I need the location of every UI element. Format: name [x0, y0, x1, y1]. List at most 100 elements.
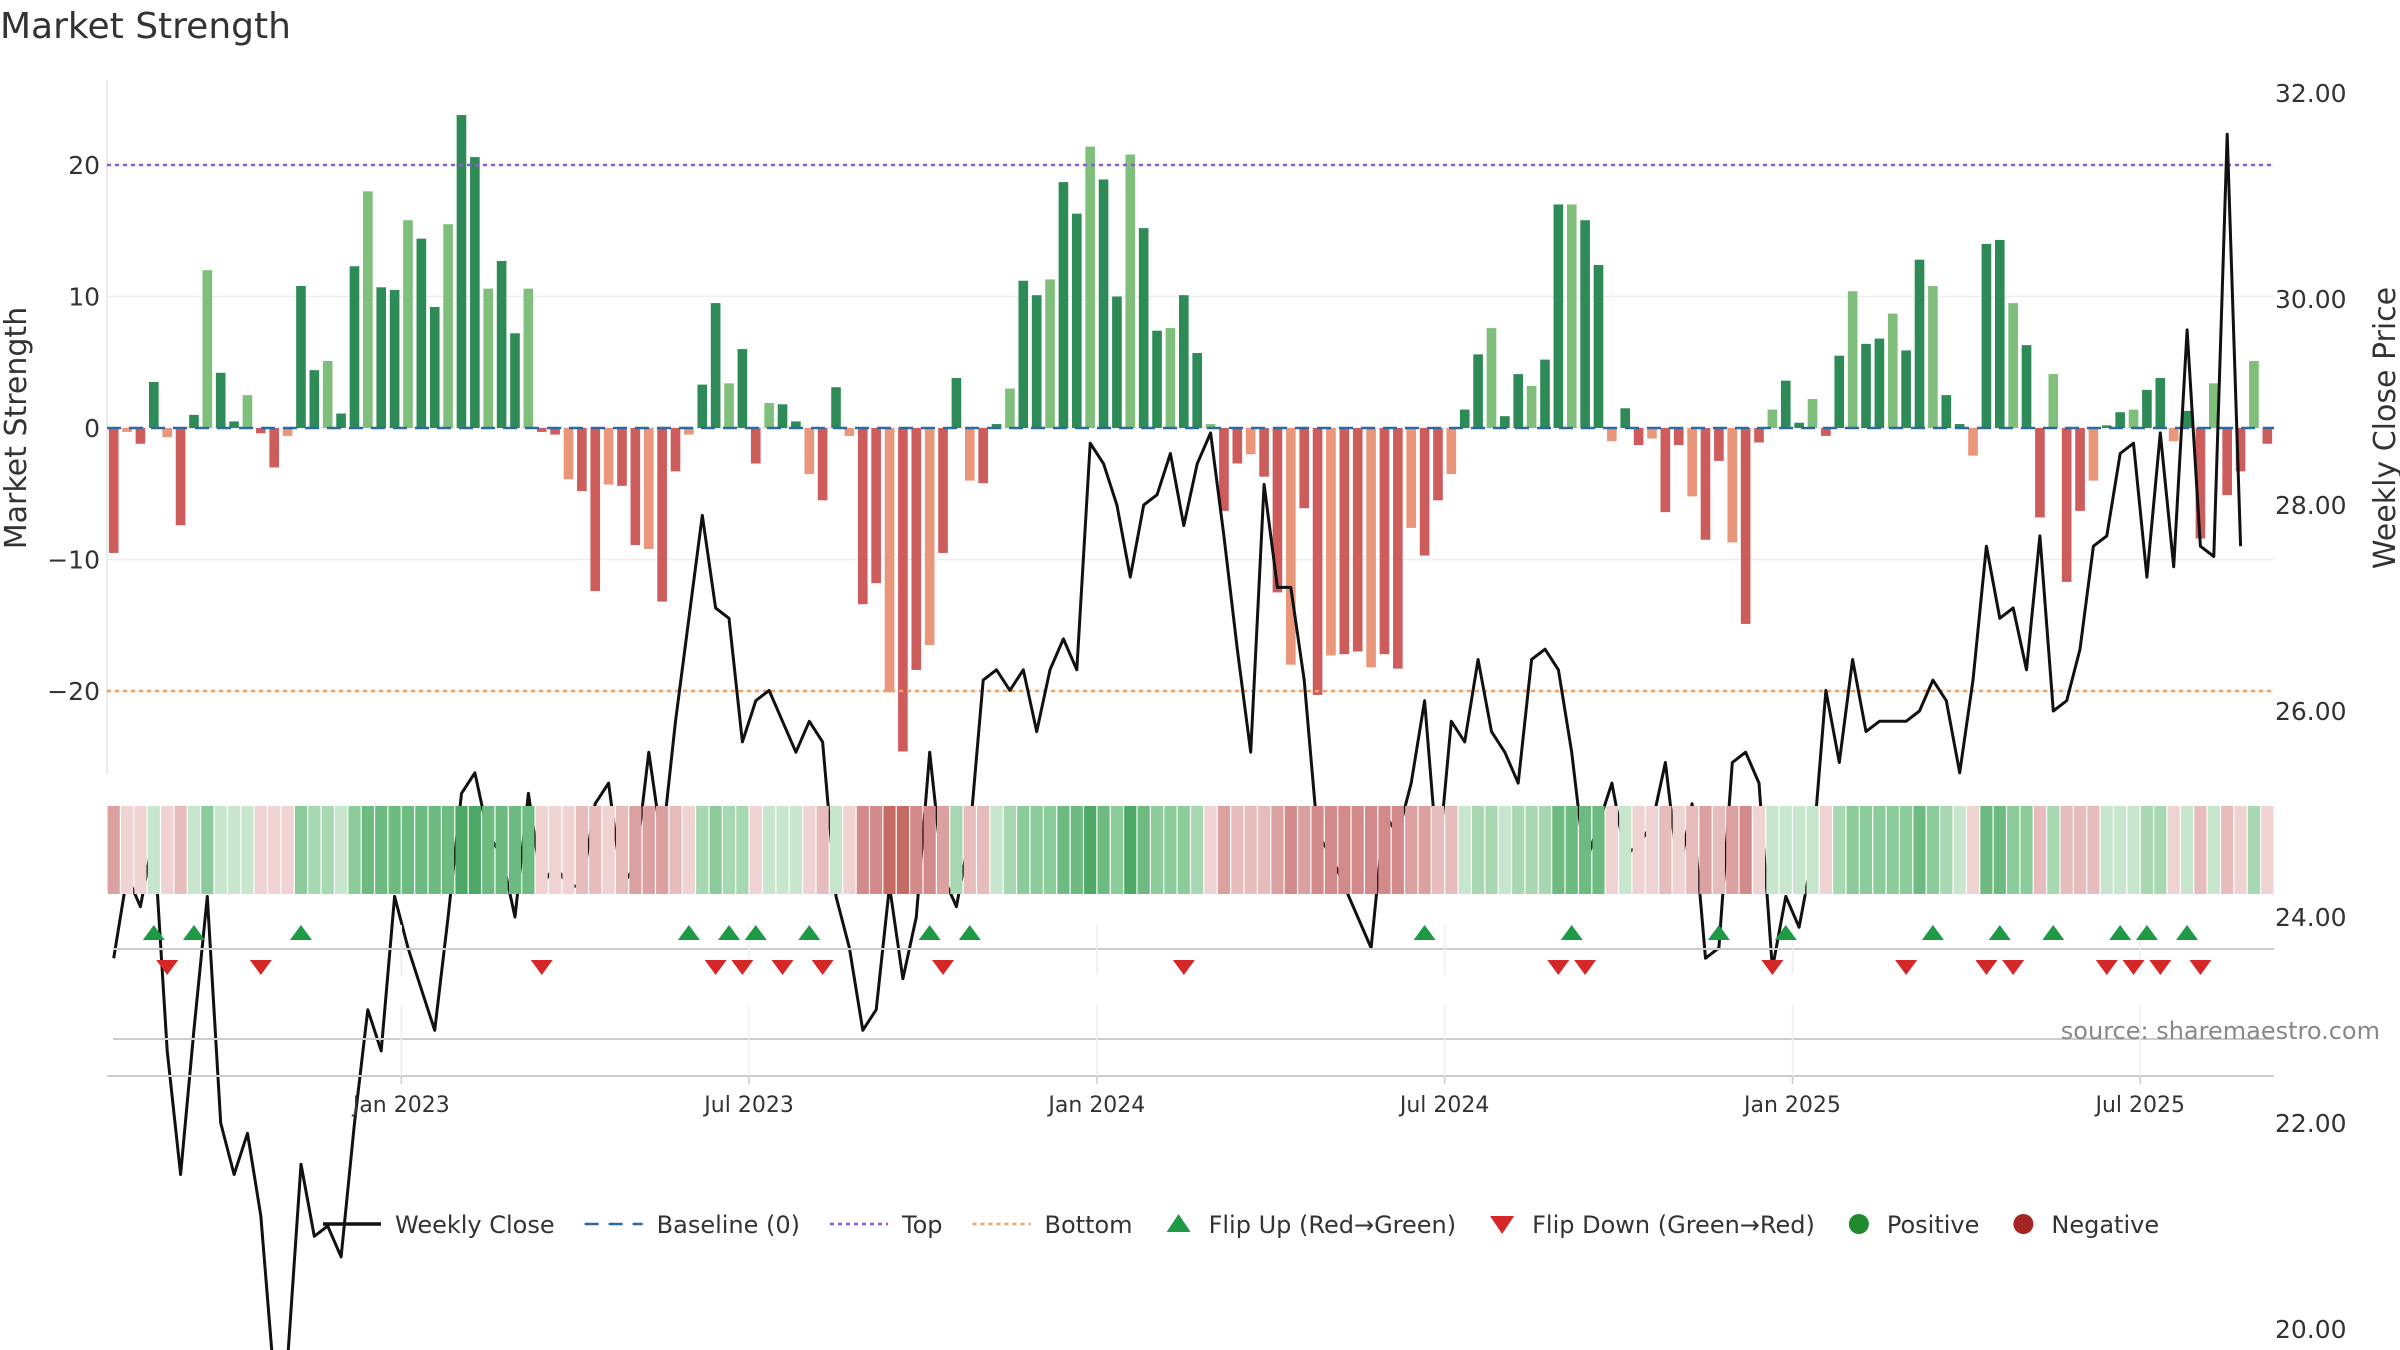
strength-bar: [108, 428, 119, 553]
heat-cell: [1900, 806, 1913, 894]
strength-bar: [737, 349, 748, 428]
heat-cell: [1859, 806, 1873, 894]
heat-cell: [1512, 806, 1525, 894]
strength-bar: [1486, 328, 1497, 428]
strength-bar: [2249, 360, 2259, 428]
strength-bar: [1807, 399, 1818, 428]
strength-bar: [536, 428, 547, 432]
strength-bar: [1473, 354, 1483, 428]
x-tick-label: Jan 2023: [351, 1093, 450, 1118]
strength-bar: [550, 428, 560, 435]
strength-bar: [2235, 428, 2246, 472]
heat-cell: [1217, 806, 1231, 894]
strength-bar: [2101, 425, 2112, 428]
legend-label: Positive: [1887, 1211, 1980, 1239]
strength-bar: [1339, 428, 1350, 655]
heat-cell: [1177, 806, 1190, 894]
strength-bar: [710, 303, 721, 428]
flip-up-marker: [958, 925, 981, 940]
strength-bar: [844, 428, 855, 436]
strength-bar: [1352, 428, 1363, 652]
heat-cell: [1298, 806, 1311, 894]
heat-cell: [1565, 806, 1578, 894]
strength-bar: [2048, 374, 2059, 428]
strength-bar: [630, 428, 641, 546]
y-left-tick-label: −10: [47, 546, 100, 575]
strength-bar: [1633, 428, 1644, 446]
strength-bar: [1901, 350, 1911, 428]
heat-cell: [722, 806, 736, 894]
heat-cell: [147, 806, 160, 894]
heat-cell: [201, 806, 214, 894]
strength-bar: [135, 428, 146, 444]
strength-bar: [215, 372, 226, 428]
flip-up-marker: [2135, 925, 2158, 940]
heat-cell: [2114, 806, 2127, 894]
strength-bar: [1312, 428, 1323, 695]
heat-cell: [1124, 806, 1137, 894]
strength-bar: [1326, 428, 1336, 656]
heat-cell: [789, 806, 802, 894]
y-axis-left-title: Market Strength: [0, 307, 34, 549]
heat-cell: [602, 806, 615, 894]
strength-bar: [791, 421, 801, 428]
strength-bar: [149, 381, 159, 428]
heat-cell: [656, 806, 669, 894]
flip-up-marker: [1413, 925, 1436, 940]
strength-bar: [2222, 428, 2232, 496]
strength-bar: [510, 333, 520, 428]
strength-bar: [376, 287, 387, 428]
y-right-tick-label: 26.00: [2275, 697, 2347, 726]
strength-bar: [1045, 279, 1055, 428]
heat-cell: [1619, 806, 1632, 894]
strength-bar: [697, 384, 708, 428]
strength-bar: [470, 157, 480, 429]
heat-cell: [763, 806, 776, 894]
strength-bar: [924, 428, 935, 645]
legend-label: Flip Up (Red→Green): [1209, 1211, 1457, 1239]
legend-item: Baseline (0): [584, 1211, 800, 1239]
heat-cell: [1150, 806, 1164, 894]
heat-cell: [1699, 806, 1712, 894]
heat-cell: [1084, 806, 1097, 894]
heat-cell: [870, 806, 883, 894]
heat-cell: [2007, 806, 2020, 894]
strength-bar: [2208, 383, 2219, 428]
strength-bar: [777, 404, 788, 428]
strength-bar: [322, 360, 333, 428]
strength-bar: [363, 191, 373, 428]
strength-bar: [1459, 409, 1470, 428]
heat-cell: [2073, 806, 2087, 894]
strength-bar: [162, 428, 173, 438]
strength-bar: [643, 428, 654, 549]
y-left-tick-label: 10: [68, 283, 100, 312]
flip-down-marker: [530, 960, 553, 975]
strength-bar: [1566, 204, 1577, 428]
strength-bar: [1553, 204, 1564, 428]
heat-cell: [1833, 806, 1846, 894]
flip-down-marker: [731, 960, 754, 975]
heat-cell: [1431, 806, 1445, 894]
strength-bar: [1593, 264, 1604, 428]
flip-down-marker: [1895, 960, 1918, 975]
strength-bar: [1607, 428, 1617, 442]
flip-down-marker: [2002, 960, 2025, 975]
heat-cell: [1097, 806, 1110, 894]
heat-cell: [388, 806, 401, 894]
heat-cell: [522, 806, 535, 894]
heat-cell: [1017, 806, 1030, 894]
strength-bar: [483, 288, 494, 428]
heat-cell: [1993, 806, 2006, 894]
strength-bar: [804, 428, 815, 475]
strength-bar: [1500, 416, 1510, 428]
flip-up-marker: [2109, 925, 2132, 940]
heat-cell: [428, 806, 441, 894]
flip-up-marker: [1774, 925, 1797, 940]
heat-cell: [1739, 806, 1752, 894]
flip-up-marker: [1560, 925, 1583, 940]
heat-cell: [1672, 806, 1685, 894]
strength-bar: [2008, 303, 2018, 428]
heat-cell: [696, 806, 709, 894]
strength-bar: [1031, 295, 1042, 428]
